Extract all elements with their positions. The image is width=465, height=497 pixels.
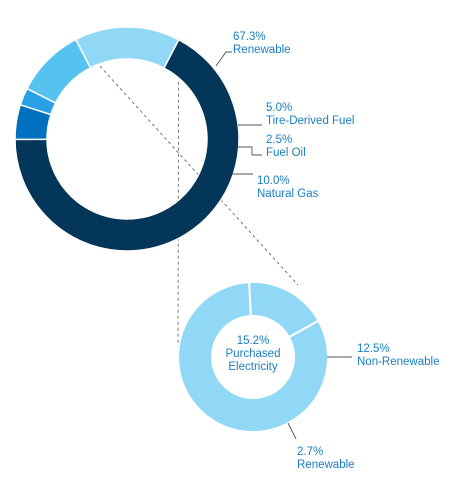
breakout-center-line: Purchased — [226, 348, 281, 360]
breakout-connectors — [75, 39, 299, 360]
leader-line — [287, 422, 297, 440]
data-label-fuel-oil-value: 2.5% — [266, 134, 292, 146]
breakout-donut — [177, 281, 329, 433]
data-label-renewable-name: Renewable — [233, 44, 291, 56]
breakout-center-line: 15.2% — [237, 335, 270, 347]
data-label-natural-gas-name: Natural Gas — [257, 188, 319, 200]
breakout-connector-line — [75, 39, 299, 286]
data-label-natural-gas-value: 10.0% — [257, 175, 290, 187]
data-label-tire-derived-fuel-name: Tire-Derived Fuel — [266, 115, 354, 127]
data-label-breakout-non-renewable-name: Non-Renewable — [357, 356, 439, 368]
main-donut — [14, 26, 240, 252]
data-label-breakout-non-renewable-value: 12.5% — [357, 343, 390, 355]
breakout-slice-non-renewable — [177, 281, 329, 433]
breakout-center-line: Electricity — [228, 361, 277, 373]
leader-line — [238, 146, 262, 156]
leader-line — [215, 51, 232, 67]
slice-renewable — [14, 38, 240, 252]
data-label-breakout-renewable-name: Renewable — [297, 459, 355, 471]
data-label-tire-derived-fuel-value: 5.0% — [266, 102, 292, 114]
data-label-breakout-renewable-value: 2.7% — [297, 446, 323, 458]
breakout-connector-line — [177, 39, 180, 360]
data-label-renewable-value: 67.3% — [233, 31, 266, 43]
data-label-fuel-oil-name: Fuel Oil — [266, 147, 306, 159]
breakout-slice-renewable — [248, 281, 320, 339]
slice-purchased-electricity — [74, 26, 180, 70]
